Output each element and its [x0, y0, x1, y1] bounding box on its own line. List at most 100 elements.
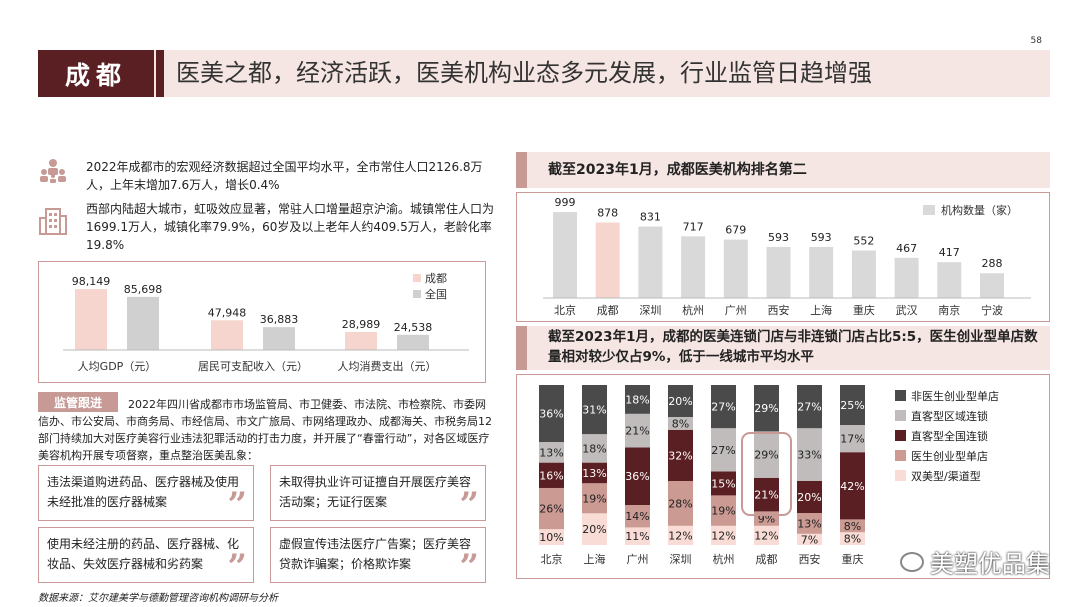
data-label: 8%	[844, 520, 861, 533]
data-label: 12%	[754, 529, 778, 542]
regulation-item-2: 未取得执业许可证擅自开展医疗美容活动案；无证行医案 ”	[270, 465, 486, 525]
data-label: 593	[811, 231, 832, 244]
segment-双美型/渠道型-杭州	[711, 525, 736, 545]
category-label: 重庆	[853, 303, 875, 317]
data-label: 36%	[539, 408, 563, 421]
category-label: 西安	[799, 552, 821, 566]
data-label: 999	[555, 196, 576, 209]
data-label: 21%	[754, 489, 778, 502]
bar-武汉	[894, 257, 919, 298]
data-label: 24,538	[394, 321, 433, 334]
legend-label: 医生创业型单店	[911, 449, 988, 463]
header-city: 成都	[38, 50, 154, 97]
regulation-item-1-text: 违法渠道购进药品、医疗器械及使用未经批准的医疗器械案	[47, 475, 240, 509]
data-label: 20%	[582, 523, 606, 536]
ranking-chart-panel: 999 北京 878 成都 831 深圳 717 杭州 679 广州 593 西安 593 上海 552 重庆…	[516, 192, 1050, 322]
segment-直客型全国连锁-西安	[797, 481, 822, 513]
data-label: 33%	[797, 449, 821, 462]
category-label: 杭州	[713, 552, 735, 566]
category-label: 深圳	[639, 304, 661, 317]
ranking-title-band	[516, 152, 1050, 188]
segment-直客型全国连锁-重庆	[840, 452, 865, 520]
data-label: 14%	[625, 510, 649, 523]
data-label: 10%	[539, 531, 563, 544]
segment-直客型全国连锁-北京	[539, 462, 564, 488]
data-label: 17%	[840, 433, 864, 446]
legend-swatch	[895, 430, 906, 441]
category-label: 广州	[627, 553, 649, 566]
regulation-item-3-text: 使用未经注册的药品、医疗器械、化妆品、失效医疗器械和劣药案	[47, 537, 240, 571]
data-label: 13%	[582, 467, 606, 480]
category-label: 上海	[584, 552, 606, 566]
data-label: 47,948	[208, 306, 247, 319]
category-label: 上海	[810, 303, 832, 317]
data-label: 717	[683, 220, 704, 233]
quote-icon: ”	[227, 547, 247, 587]
segment-直客型区域连锁-西安	[797, 428, 822, 481]
segment-双美型/渠道型-广州	[625, 527, 650, 545]
segment-直客型全国连锁-广州	[625, 447, 650, 505]
category-label: 西安	[768, 303, 790, 317]
bar-重庆	[851, 250, 876, 298]
data-label: 11%	[625, 530, 649, 543]
regulation-item-2-text: 未取得执业许可证擅自开展医疗美容活动案；无证行医案	[279, 475, 472, 509]
category-label: 人均消费支出（元）	[338, 359, 437, 373]
regulation-tag: 监管跟进	[38, 392, 118, 412]
quote-icon: ”	[459, 547, 479, 587]
segment-双美型/渠道型-西安	[797, 533, 822, 545]
data-label: 25%	[840, 399, 864, 412]
bar-西安	[766, 247, 791, 298]
watermark: 美塑优品集	[900, 544, 1050, 579]
legend-swatch	[413, 274, 421, 282]
segment-直客型区域连锁-上海	[582, 434, 607, 463]
segment-非医生创业型单店-成都	[754, 385, 779, 432]
quote-icon: ”	[459, 485, 479, 525]
bar-宁波	[980, 273, 1004, 298]
data-label: 13%	[797, 517, 821, 530]
data-label: 679	[725, 224, 746, 237]
data-label: 831	[640, 211, 661, 224]
data-label: 19%	[711, 505, 735, 518]
data-label: 31%	[582, 404, 606, 417]
data-label: 417	[939, 246, 960, 259]
data-label: 15%	[711, 477, 735, 490]
segment-医生创业型单店-深圳	[668, 481, 693, 526]
data-label: 20%	[668, 395, 692, 408]
category-label: 居民可支配收入（元）	[198, 359, 308, 373]
segment-直客型区域连锁-重庆	[840, 425, 865, 453]
category-label: 北京	[541, 552, 563, 566]
legend-label: 直客型全国连锁	[911, 429, 988, 443]
info-urbanization: 西部内陆超大城市，虹吸效应显著，常驻人口增量超京沪渝。城镇常住人口为1699.1…	[86, 202, 495, 252]
bar-南京	[937, 262, 962, 298]
info-population: 2022年成都市的宏观经济数据超过全国平均水平，全市常住人口2126.8万人，上…	[86, 160, 483, 192]
segment-非医生创业型单店-北京	[539, 385, 564, 443]
data-label: 42%	[840, 480, 864, 493]
data-label: 28%	[668, 497, 692, 510]
segment-直客型全国连锁-深圳	[668, 429, 693, 481]
page-number: 58	[1030, 36, 1042, 46]
data-label: 85,698	[124, 283, 163, 296]
data-label: 21%	[625, 425, 649, 438]
legend-swatch	[923, 205, 935, 215]
segment-双美型/渠道型-北京	[539, 529, 564, 545]
data-label: 27%	[711, 401, 735, 414]
data-label: 467	[896, 242, 917, 255]
data-label: 29%	[754, 402, 778, 415]
segment-非医生创业型单店-广州	[625, 385, 650, 414]
quote-icon: ”	[227, 485, 247, 525]
data-label: 98,149	[72, 275, 111, 288]
mix-title-accent	[516, 326, 527, 370]
data-label: 27%	[711, 444, 735, 457]
legend-swatch	[895, 410, 906, 421]
data-label: 552	[853, 235, 874, 248]
ranking-chart-title: 截至2023年1月，成都医美机构排名第二	[548, 162, 807, 178]
category-label: 重庆	[842, 552, 864, 566]
category-label: 杭州	[682, 303, 704, 317]
legend-label: 直客型区域连锁	[911, 409, 988, 423]
building-icon	[39, 208, 67, 235]
bar-北京	[553, 212, 577, 298]
regulation-item-4: 虚假宣传违法医疗广告案；医疗美容贷款诈骗案；价格欺诈案 ”	[270, 527, 486, 587]
segment-医生创业型单店-杭州	[711, 495, 736, 526]
segment-直客型区域连锁-北京	[539, 442, 564, 463]
